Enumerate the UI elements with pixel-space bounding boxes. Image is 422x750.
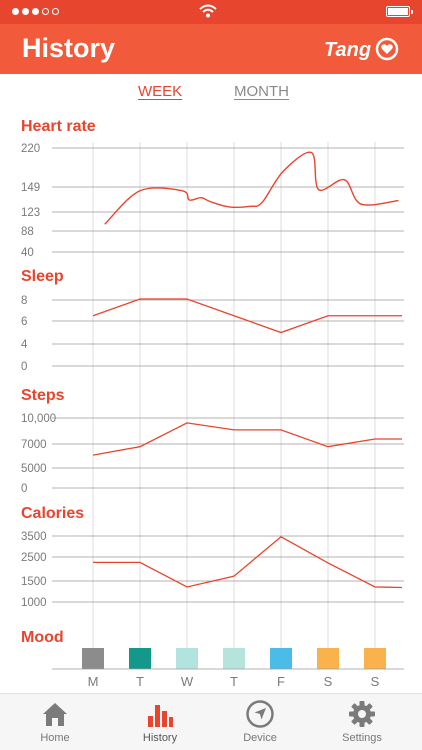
y-tick-label: 40 — [21, 247, 34, 259]
period-tabs: WEEK MONTH — [0, 80, 422, 104]
y-tick-label: 220 — [21, 143, 40, 155]
nav-home[interactable]: Home — [10, 694, 100, 750]
sleep-line — [92, 298, 402, 334]
nav-history-label: History — [142, 732, 178, 744]
mood-square — [270, 648, 292, 669]
sleep-title: Sleep — [21, 268, 64, 285]
gear-icon — [349, 701, 375, 727]
signal-icon — [12, 8, 59, 15]
mood-square — [129, 648, 151, 669]
nav-history[interactable]: History — [115, 694, 205, 750]
y-tick-label: 4 — [21, 339, 28, 351]
nav-settings-label: Settings — [342, 732, 382, 744]
status-bar — [0, 0, 422, 24]
day-label: T — [230, 674, 238, 689]
y-tick-label: 10,000 — [21, 413, 56, 425]
page-title: History — [22, 33, 116, 63]
nav-home-label: Home — [40, 732, 70, 744]
y-tick-label: 3500 — [21, 531, 47, 543]
nav-device[interactable]: Device — [215, 694, 305, 750]
heart-rate-title: Heart rate — [21, 118, 96, 135]
wifi-icon — [199, 4, 217, 18]
y-tick-label: 5000 — [21, 463, 47, 475]
mood-square — [176, 648, 198, 669]
day-label: T — [136, 674, 144, 689]
battery-icon — [386, 6, 413, 17]
mood-square — [82, 648, 104, 669]
mood-square — [223, 648, 245, 669]
svg-text:Tang: Tang — [324, 39, 371, 61]
nav-device-label: Device — [243, 732, 277, 744]
tango-logo: Tang — [324, 37, 399, 61]
y-tick-label: 1500 — [21, 576, 47, 588]
tab-week[interactable]: WEEK — [138, 83, 183, 100]
steps-line — [92, 422, 402, 456]
nav-settings[interactable]: Settings — [317, 694, 407, 750]
history-charts: 2201491238840864010,00070005000035002500… — [21, 142, 404, 689]
y-tick-label: 88 — [21, 226, 34, 238]
day-label: M — [88, 674, 99, 689]
bottom-nav: Home History Device Settings — [0, 693, 422, 750]
y-tick-label: 6 — [21, 316, 27, 328]
mood-square — [364, 648, 386, 669]
y-tick-label: 0 — [21, 483, 27, 495]
home-icon — [43, 703, 67, 726]
y-tick-label: 2500 — [21, 552, 47, 564]
calories-title: Calories — [21, 505, 85, 522]
y-tick-label: 123 — [21, 207, 40, 219]
y-tick-label: 149 — [21, 182, 40, 194]
steps-title: Steps — [21, 387, 65, 404]
day-label: S — [324, 674, 333, 689]
mood-title: Mood — [21, 629, 64, 646]
app-header: History Tang — [0, 24, 422, 74]
heart-rate-line — [104, 151, 399, 225]
day-label: S — [371, 674, 380, 689]
y-tick-label: 1000 — [21, 597, 47, 609]
calories-line — [93, 536, 403, 589]
bar-chart-icon — [148, 705, 173, 727]
day-label: F — [277, 674, 285, 689]
day-label: W — [181, 674, 194, 689]
y-tick-label: 8 — [21, 295, 27, 307]
mood-square — [317, 648, 339, 669]
compass-icon — [246, 700, 274, 728]
y-tick-label: 0 — [21, 361, 27, 373]
tab-month[interactable]: MONTH — [234, 83, 289, 100]
y-tick-label: 7000 — [21, 439, 47, 451]
